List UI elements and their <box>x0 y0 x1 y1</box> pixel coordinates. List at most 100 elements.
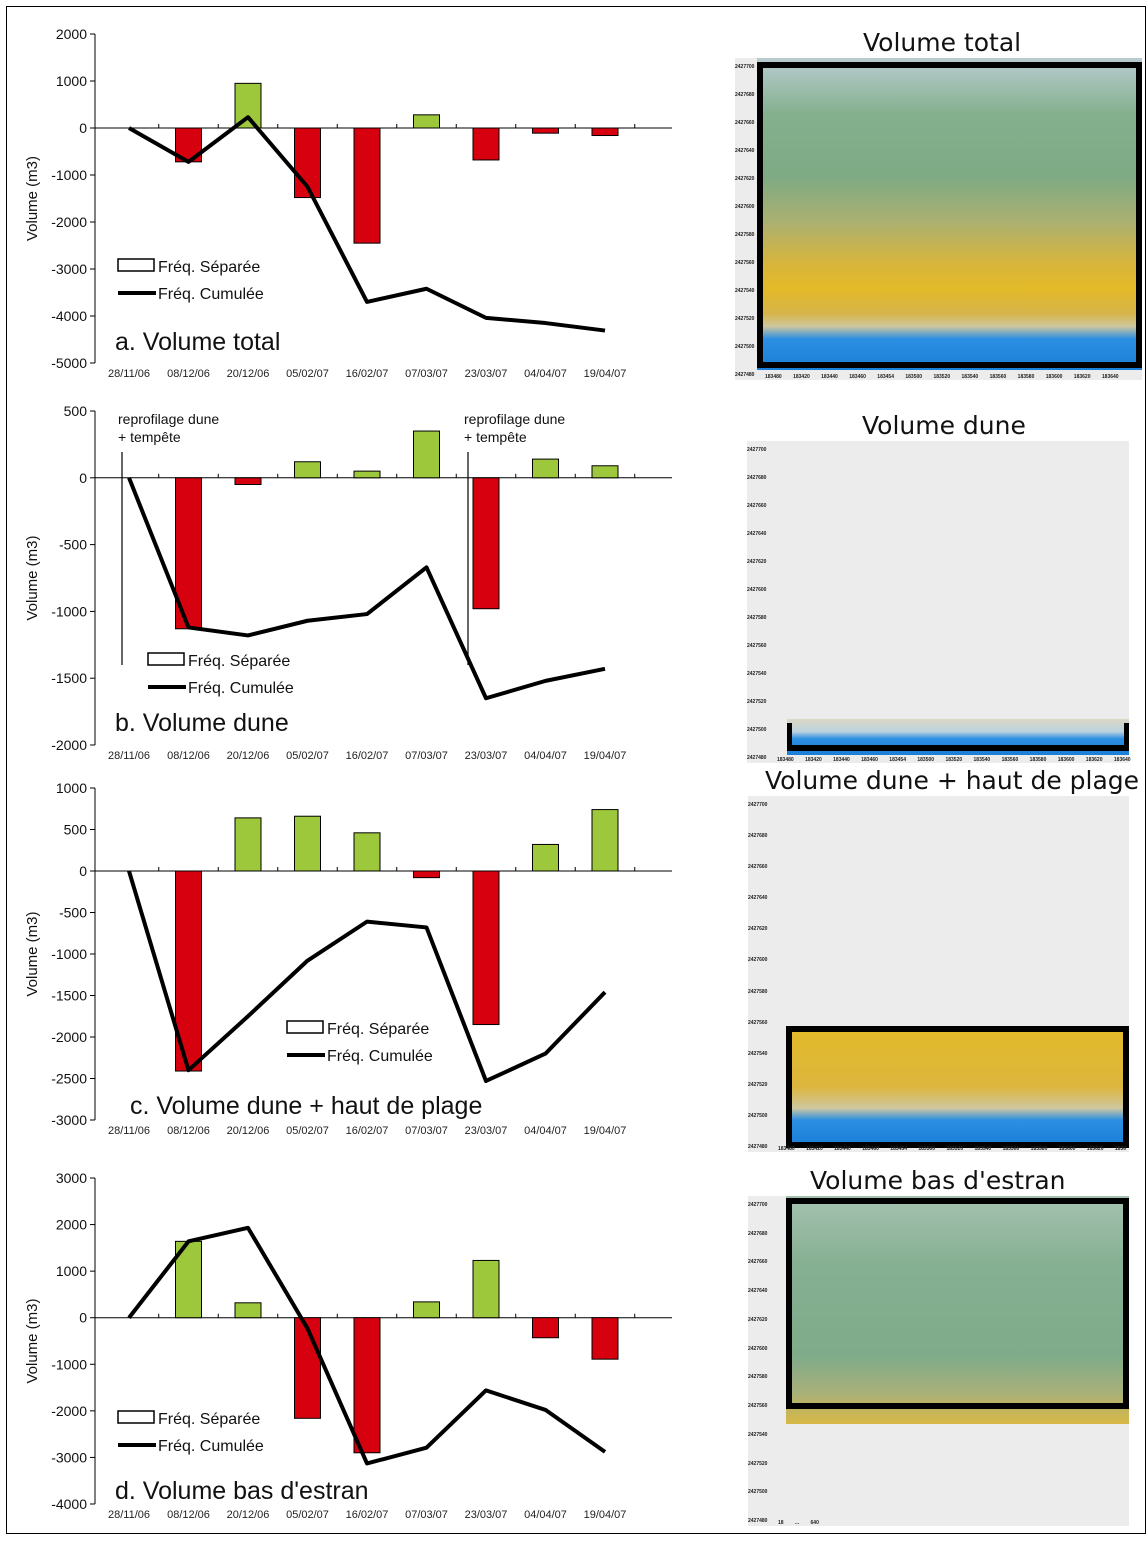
bar-negative <box>532 127 559 134</box>
map-title-volume-dune: Volume dune <box>862 411 1026 440</box>
bar-positive <box>234 1302 262 1319</box>
bar-negative <box>591 1317 619 1360</box>
x-tick-label: 08/12/06 <box>167 368 210 380</box>
map-y-tick: 2427620 <box>748 926 768 933</box>
bar-positive <box>413 114 440 129</box>
y-tick-label: -1000 <box>51 946 87 962</box>
cumulative-line <box>128 115 606 333</box>
map-volume-bas-estran: 2427700 2427680 2427660 2427640 2427620 24276… <box>748 1196 1129 1526</box>
y-tick-label: 0 <box>79 120 87 136</box>
event-annotation: + tempête <box>118 429 181 445</box>
legend-label-cumulee: Fréq. Cumulée <box>327 1048 433 1065</box>
legend-label-separee: Fréq. Séparée <box>158 1411 260 1428</box>
map-y-tick: 2427520 <box>748 1081 768 1088</box>
bar-positive <box>413 430 440 479</box>
x-tick-label: 16/02/07 <box>346 1125 389 1137</box>
map-y-tick: 2427680 <box>748 1230 768 1237</box>
bar-positive <box>294 815 321 872</box>
map-y-tick: 2427700 <box>748 1202 768 1208</box>
x-tick-label: 08/12/06 <box>167 1509 210 1521</box>
legend-label-cumulee: Fréq. Cumulée <box>188 680 294 697</box>
x-tick-label: 20/12/06 <box>227 750 270 762</box>
x-tick-label: 08/12/06 <box>167 750 210 762</box>
map-x-axis-labels: 183480 183420 183440 183460 183454 18350… <box>777 757 1131 763</box>
y-tick-label: 1000 <box>56 780 87 796</box>
y-tick-label: 0 <box>79 470 87 486</box>
bar-negative <box>532 1317 559 1339</box>
map-y-tick: 2427600 <box>735 204 755 210</box>
highlight-frame <box>757 62 1142 368</box>
map-y-tick: 2427620 <box>747 559 767 565</box>
bar-positive <box>353 470 381 479</box>
map-title-volume-total: Volume total <box>863 28 1022 57</box>
bar-positive <box>532 843 559 872</box>
map-y-tick: 2427600 <box>748 957 768 964</box>
legend-label-cumulee: Fréq. Cumulée <box>158 1438 264 1455</box>
x-tick-label: 05/02/07 <box>286 368 329 380</box>
map-y-tick: 2427480 <box>735 372 755 378</box>
x-tick-label: 28/11/06 <box>108 368 150 380</box>
y-tick-label: -3000 <box>51 1112 87 1128</box>
x-tick-label: 23/03/07 <box>465 368 508 380</box>
x-tick-label: 28/11/06 <box>108 1125 150 1137</box>
legend-label-separee: Fréq. Séparée <box>327 1021 429 1038</box>
highlight-frame <box>787 723 1129 751</box>
map-y-tick: 2427640 <box>748 1288 768 1295</box>
x-tick-label: 19/04/07 <box>584 368 627 380</box>
map-y-tick: 2427660 <box>748 864 768 871</box>
y-tick-label: 2000 <box>56 1217 87 1233</box>
bar-positive <box>591 809 619 872</box>
map-y-tick: 2427620 <box>735 176 755 182</box>
y-tick-label: 0 <box>79 1310 87 1326</box>
map-y-tick: 2427580 <box>735 232 755 238</box>
bar-positive <box>413 1301 440 1319</box>
y-tick-label: -500 <box>59 905 87 921</box>
y-tick-label: -1000 <box>51 1356 87 1372</box>
event-annotation: + tempête <box>464 429 527 445</box>
y-axis-label: Volume (m3) <box>24 156 41 241</box>
map-y-tick: 2427480 <box>747 755 767 761</box>
y-axis-label: Volume (m3) <box>24 911 41 996</box>
legend-label-separee: Fréq. Séparée <box>158 259 260 276</box>
y-tick-label: -2000 <box>51 1403 87 1419</box>
map-y-tick: 2427480 <box>748 1518 768 1524</box>
x-tick-label: 05/02/07 <box>286 750 329 762</box>
y-axis-label: Volume (m3) <box>24 1298 41 1383</box>
x-tick-label: 07/03/07 <box>405 1125 448 1137</box>
map-x-axis-labels: 183480 183420 183440 183460 183454 18350… <box>778 1146 1127 1152</box>
x-tick-label: 19/04/07 <box>584 1125 627 1137</box>
map-title-volume-dune-haut-de-plage: Volume dune + haut de plage <box>765 766 1140 795</box>
x-tick-label: 04/04/07 <box>524 750 567 762</box>
map-y-tick: 2427520 <box>747 699 767 705</box>
map-y-tick: 2427600 <box>747 587 767 593</box>
map-title-volume-bas-estran: Volume bas d'estran <box>810 1166 1066 1195</box>
x-tick-label: 04/04/07 <box>524 1125 567 1137</box>
bar-negative <box>472 870 500 1026</box>
map-y-tick: 2427560 <box>748 1019 768 1026</box>
y-tick-label: 500 <box>64 822 88 838</box>
map-y-tick: 2427680 <box>747 475 767 481</box>
x-tick-label: 20/12/06 <box>227 368 270 380</box>
map-y-tick: 2427520 <box>735 316 755 322</box>
charts-canvas: 200010000-1000-2000-3000-4000-500028/11/… <box>24 26 672 1521</box>
x-tick-label: 16/02/07 <box>346 1509 389 1521</box>
legend-label-separee: Fréq. Séparée <box>188 653 290 670</box>
map-y-tick: 2427700 <box>747 447 767 453</box>
legend-swatch-bars <box>117 1410 155 1424</box>
x-tick-label: 04/04/07 <box>524 1509 567 1521</box>
x-tick-label: 23/03/07 <box>465 1509 508 1521</box>
map-y-tick: 2427620 <box>748 1316 768 1323</box>
map-y-tick: 2427560 <box>748 1403 768 1410</box>
y-tick-label: -3000 <box>51 261 87 277</box>
map-x-axis-labels: 183480 183420 183440 183460 183454 18350… <box>765 374 1119 380</box>
bar-negative <box>472 127 500 161</box>
map-y-tick: 2427640 <box>735 148 755 154</box>
y-tick-label: -2500 <box>51 1071 87 1087</box>
bar-positive <box>353 832 381 872</box>
bar-negative <box>353 1317 381 1454</box>
x-tick-label: 23/03/07 <box>465 750 508 762</box>
map-y-tick: 2427540 <box>748 1050 768 1057</box>
cumulative-line <box>127 477 606 701</box>
highlight-frame <box>786 1198 1129 1409</box>
y-tick-label: -2000 <box>51 214 87 230</box>
